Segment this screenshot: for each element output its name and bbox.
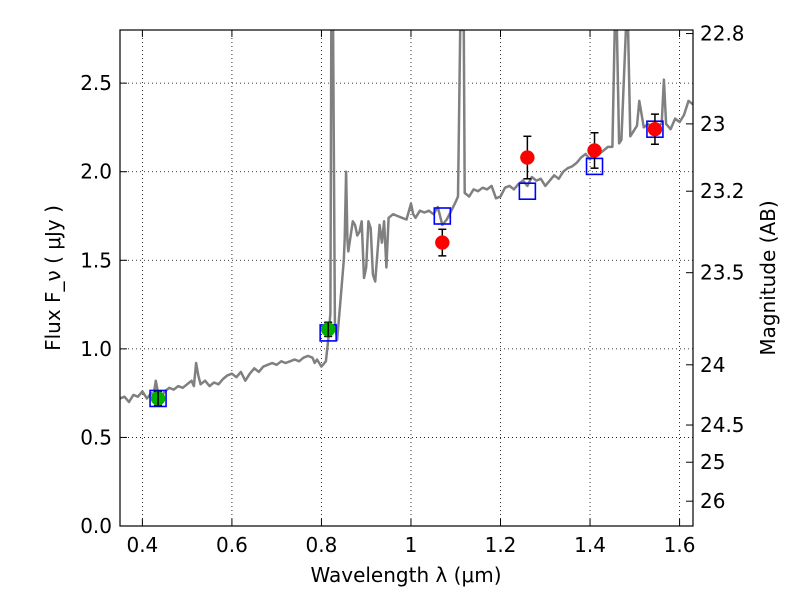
x-tick-label: 0.4: [126, 533, 158, 557]
x-tick-label: 1.4: [574, 533, 606, 557]
red-data-point: [647, 121, 663, 137]
x-tick-label: 1.6: [664, 533, 696, 557]
y-axis-label: Flux F_ν ( μJy ): [41, 205, 65, 351]
red-data-point: [520, 150, 535, 165]
y-tick-label: 2.5: [80, 71, 112, 95]
y-tick-label: 1.0: [80, 337, 112, 361]
tick-layer: [120, 30, 693, 527]
plot-background: [120, 30, 693, 526]
x-axis-label: Wavelength λ (μm): [310, 563, 501, 587]
tick-label-layer: 0.4 0.6 0.8 1 1.2 1.4 1.6 0.0 0.5 1.0 1.5 2.0 2.5 22.…: [80, 22, 744, 557]
point-layer: [150, 121, 663, 406]
right-tick-label: 23: [700, 112, 725, 136]
x-tick-label: 1: [405, 533, 418, 557]
y-tick-label: 1.5: [80, 248, 112, 272]
x-tick-label: 1.2: [485, 533, 517, 557]
red-data-point: [587, 143, 602, 158]
model-box: [433, 207, 452, 225]
y-tick-label: 0.5: [80, 425, 112, 449]
grid-layer: [120, 30, 693, 527]
x-tick-label: 0.8: [306, 533, 338, 557]
model-box: [518, 182, 537, 200]
right-tick-label: 23.5: [700, 261, 745, 285]
right-tick-label: 25: [700, 450, 725, 474]
model-box: [149, 389, 167, 408]
plot-frame: [119, 29, 694, 527]
y-tick-label: 2.0: [80, 160, 112, 184]
right-tick-label: 24: [700, 353, 725, 377]
right-axis-label: Magnitude (AB): [756, 200, 780, 355]
right-tick-label: 23.2: [700, 179, 745, 203]
right-tick-label: 22.8: [700, 22, 745, 46]
x-tick-label: 0.6: [216, 533, 248, 557]
red-data-point: [435, 235, 450, 250]
y-tick-label: 0.0: [80, 514, 112, 538]
right-tick-label: 24.5: [700, 413, 745, 437]
right-tick-label: 26: [700, 489, 725, 513]
